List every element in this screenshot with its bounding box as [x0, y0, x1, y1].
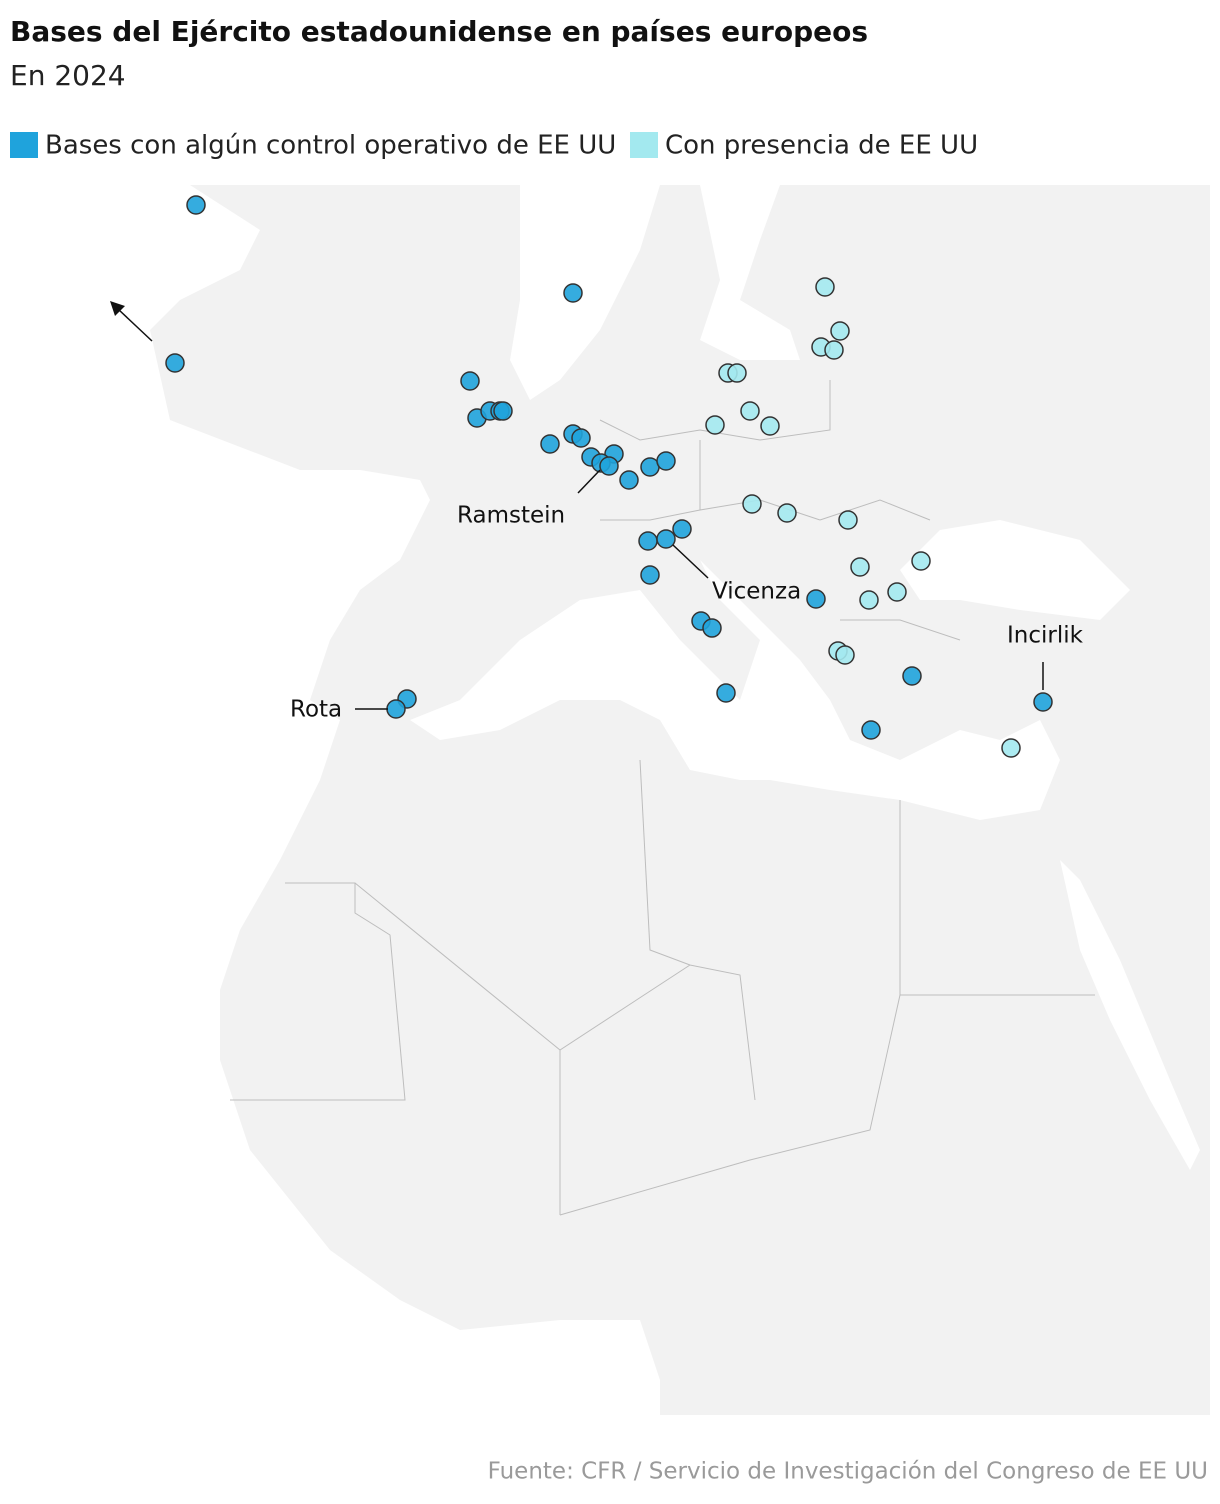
- base-marker: [540, 434, 560, 454]
- title: Bases del Ejército estadounidense en paí…: [10, 15, 868, 48]
- base-marker: [702, 618, 722, 638]
- baltic: [700, 185, 800, 360]
- arrow-head: [110, 301, 125, 316]
- base-marker: [742, 494, 762, 514]
- subtitle: En 2024: [10, 59, 126, 92]
- base-marker: [830, 321, 850, 341]
- base-marker: [571, 428, 591, 448]
- annotation: Incirlik: [1007, 623, 1084, 649]
- base-marker: [859, 590, 879, 610]
- base-marker: [861, 720, 881, 740]
- base-marker: [850, 557, 870, 577]
- annotation: Rota: [290, 697, 342, 723]
- base-marker: [619, 470, 639, 490]
- atlantic: [0, 185, 660, 1415]
- base-marker: [640, 565, 660, 585]
- base-marker: [656, 451, 676, 471]
- base-marker: [165, 353, 185, 373]
- base-marker: [186, 195, 206, 215]
- base-marker: [460, 371, 480, 391]
- annotations: [110, 301, 1044, 710]
- legend-label: Bases con algún control operativo de EE …: [45, 131, 616, 161]
- base-marker: [760, 416, 780, 436]
- base-marker: [716, 683, 736, 703]
- base-marker: [887, 582, 907, 602]
- base-marker: [777, 503, 797, 523]
- black-sea: [900, 520, 1130, 620]
- legend-swatch: [10, 132, 38, 158]
- annotation: Ramstein: [457, 503, 565, 529]
- base-marker: [727, 363, 747, 383]
- bases: [165, 195, 1053, 758]
- base-marker: [672, 519, 692, 539]
- base-marker: [705, 415, 725, 435]
- legend-swatch: [630, 132, 658, 158]
- base-marker: [493, 401, 513, 421]
- base-marker: [1001, 738, 1021, 758]
- borders: [230, 380, 1095, 1216]
- legend-label: Con presencia de EE UU: [665, 131, 978, 161]
- map: [0, 185, 1210, 1415]
- base-marker: [806, 589, 826, 609]
- base-marker: [815, 277, 835, 297]
- base-marker: [599, 456, 619, 476]
- base-marker: [638, 531, 658, 551]
- leader-line: [577, 469, 601, 494]
- base-marker: [656, 529, 676, 549]
- base-marker: [911, 551, 931, 571]
- base-marker: [386, 699, 406, 719]
- annotation: Vicenza: [712, 579, 801, 605]
- mediterranean: [410, 560, 1060, 820]
- base-marker: [740, 401, 760, 421]
- north-sea: [510, 185, 660, 400]
- source: Fuente: CFR / Servicio de Investigación …: [488, 1459, 1208, 1485]
- base-marker: [1033, 692, 1053, 712]
- leader-line: [672, 544, 709, 579]
- base-marker: [902, 666, 922, 686]
- base-marker: [563, 283, 583, 303]
- base-marker: [838, 510, 858, 530]
- base-marker: [824, 340, 844, 360]
- base-marker: [835, 645, 855, 665]
- arrow-line: [117, 308, 153, 342]
- red-sea: [1060, 860, 1200, 1170]
